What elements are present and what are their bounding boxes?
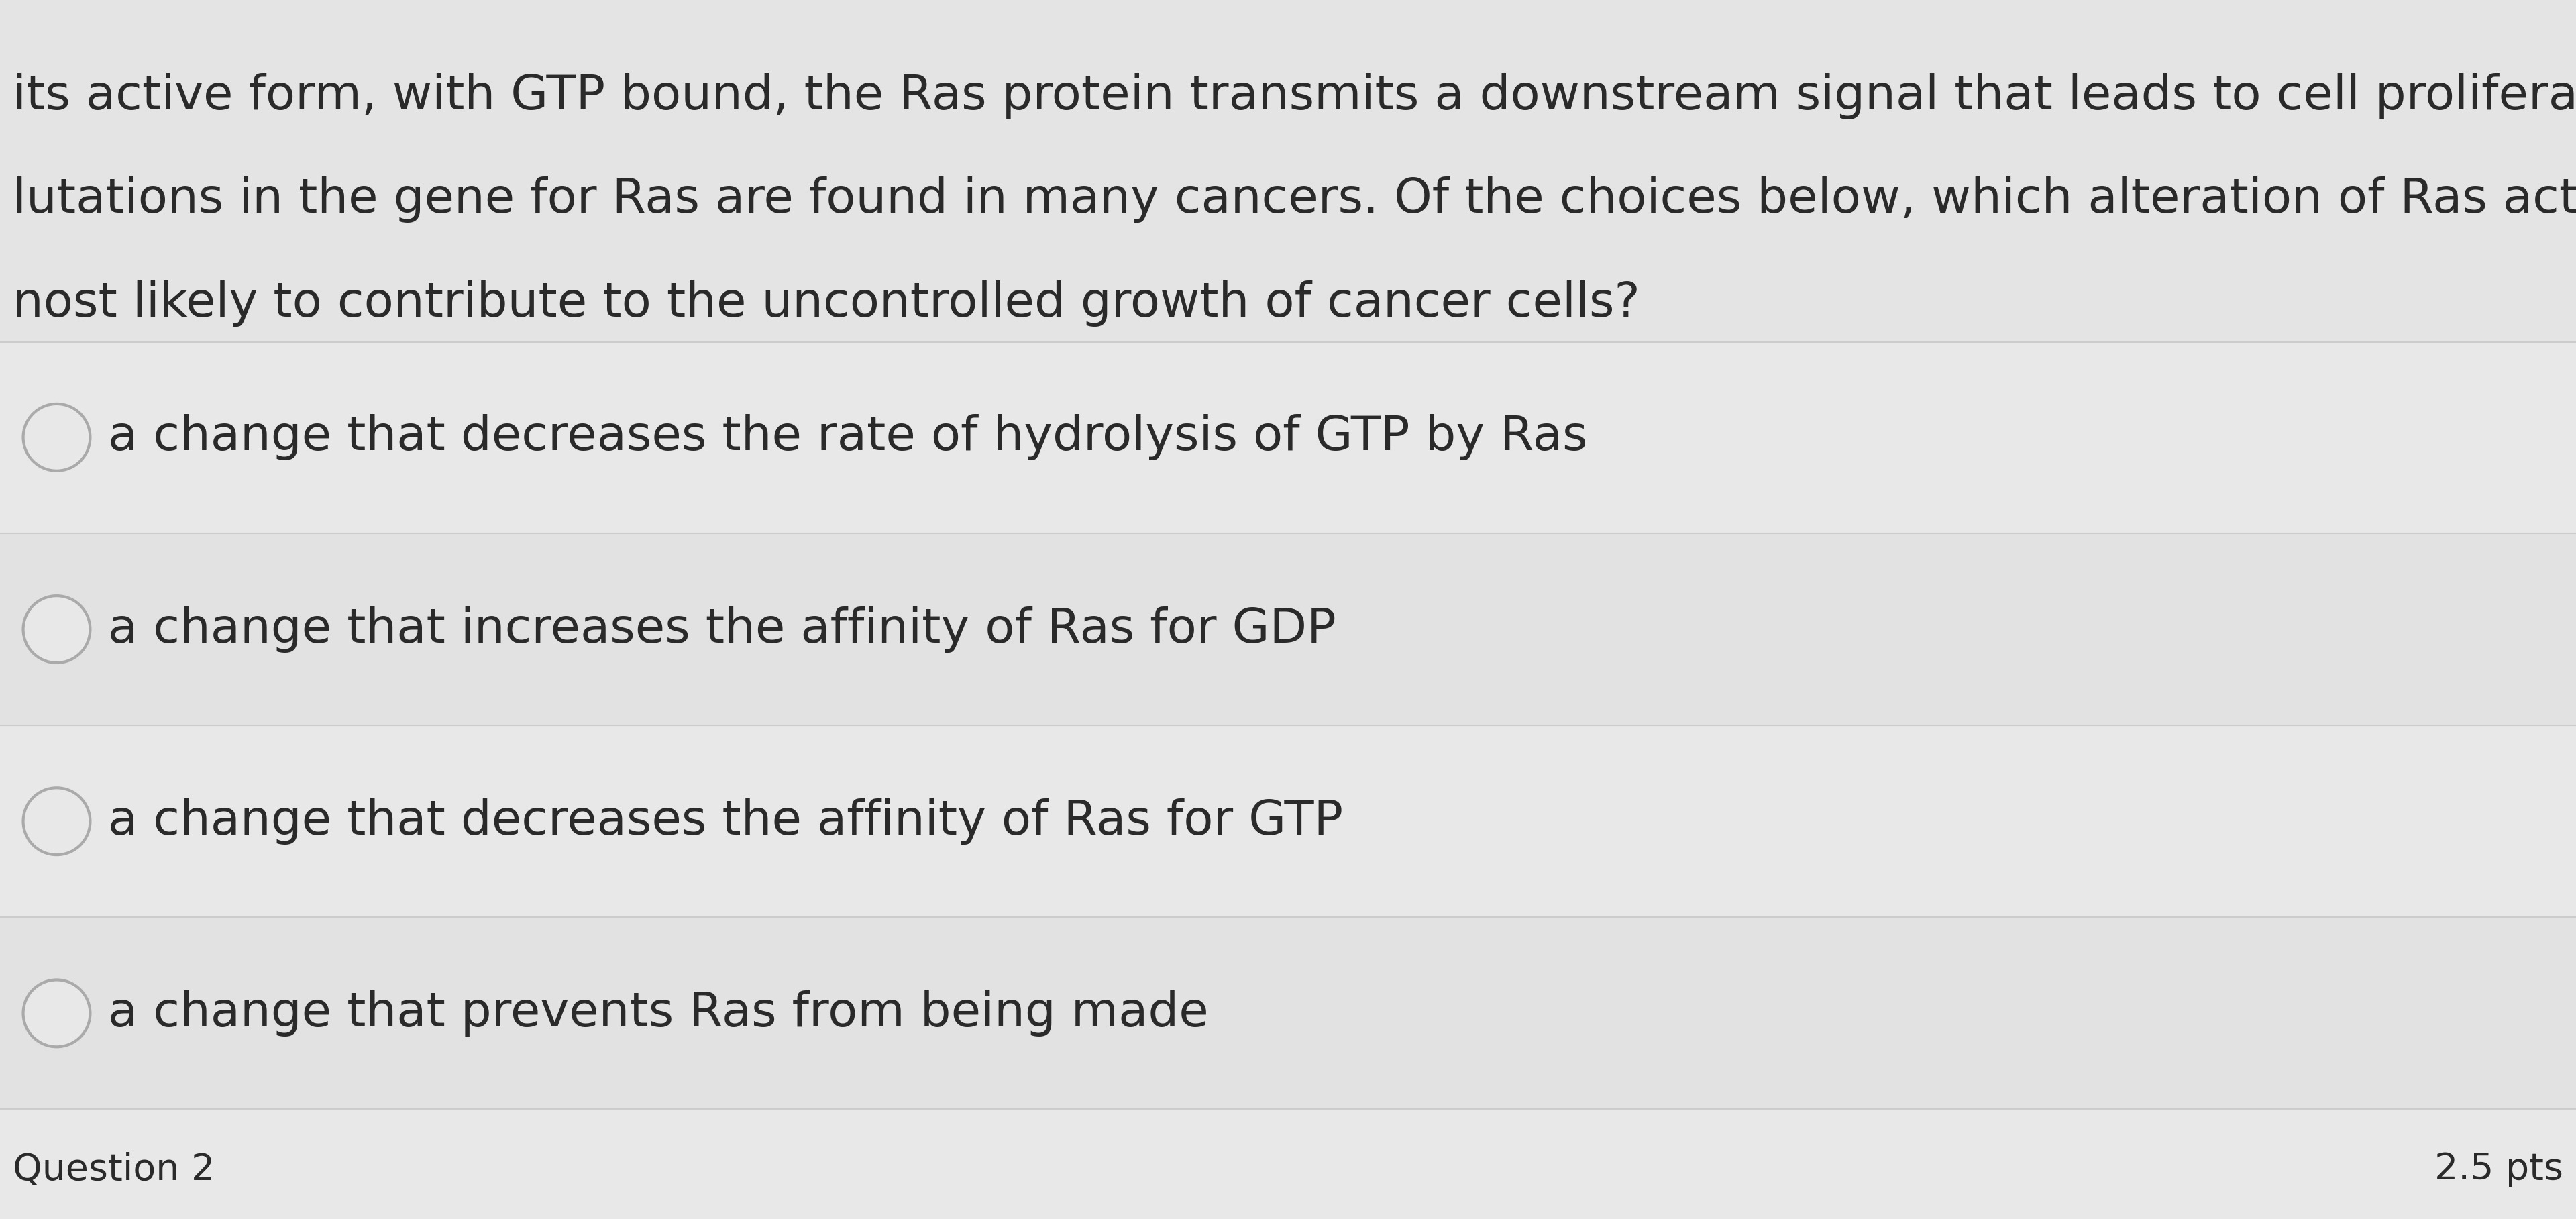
Text: nost likely to contribute to the uncontrolled growth of cancer cells?: nost likely to contribute to the uncontr… [13, 280, 1641, 327]
Bar [0, 725, 2576, 918]
Text: 2.5 pts: 2.5 pts [2434, 1152, 2563, 1187]
Bar [0, 918, 2576, 1109]
Bar [0, 1109, 2576, 1219]
Ellipse shape [23, 980, 90, 1047]
Bar [0, 341, 2576, 534]
Text: its active form, with GTP bound, the Ras protein transmits a downstream signal t: its active form, with GTP bound, the Ras… [13, 73, 2576, 119]
Text: lutations in the gene for Ras are found in many cancers. Of the choices below, w: lutations in the gene for Ras are found … [13, 177, 2576, 223]
Ellipse shape [23, 403, 90, 471]
Text: a change that decreases the affinity of Ras for GTP: a change that decreases the affinity of … [108, 798, 1342, 845]
Text: Question 2: Question 2 [13, 1152, 214, 1187]
Text: a change that increases the affinity of Ras for GDP: a change that increases the affinity of … [108, 606, 1337, 652]
Ellipse shape [23, 787, 90, 855]
Text: a change that prevents Ras from being made: a change that prevents Ras from being ma… [108, 990, 1208, 1036]
Bar [0, 0, 2576, 341]
Text: a change that decreases the rate of hydrolysis of GTP by Ras: a change that decreases the rate of hydr… [108, 414, 1587, 461]
Ellipse shape [23, 596, 90, 663]
Bar [0, 534, 2576, 725]
